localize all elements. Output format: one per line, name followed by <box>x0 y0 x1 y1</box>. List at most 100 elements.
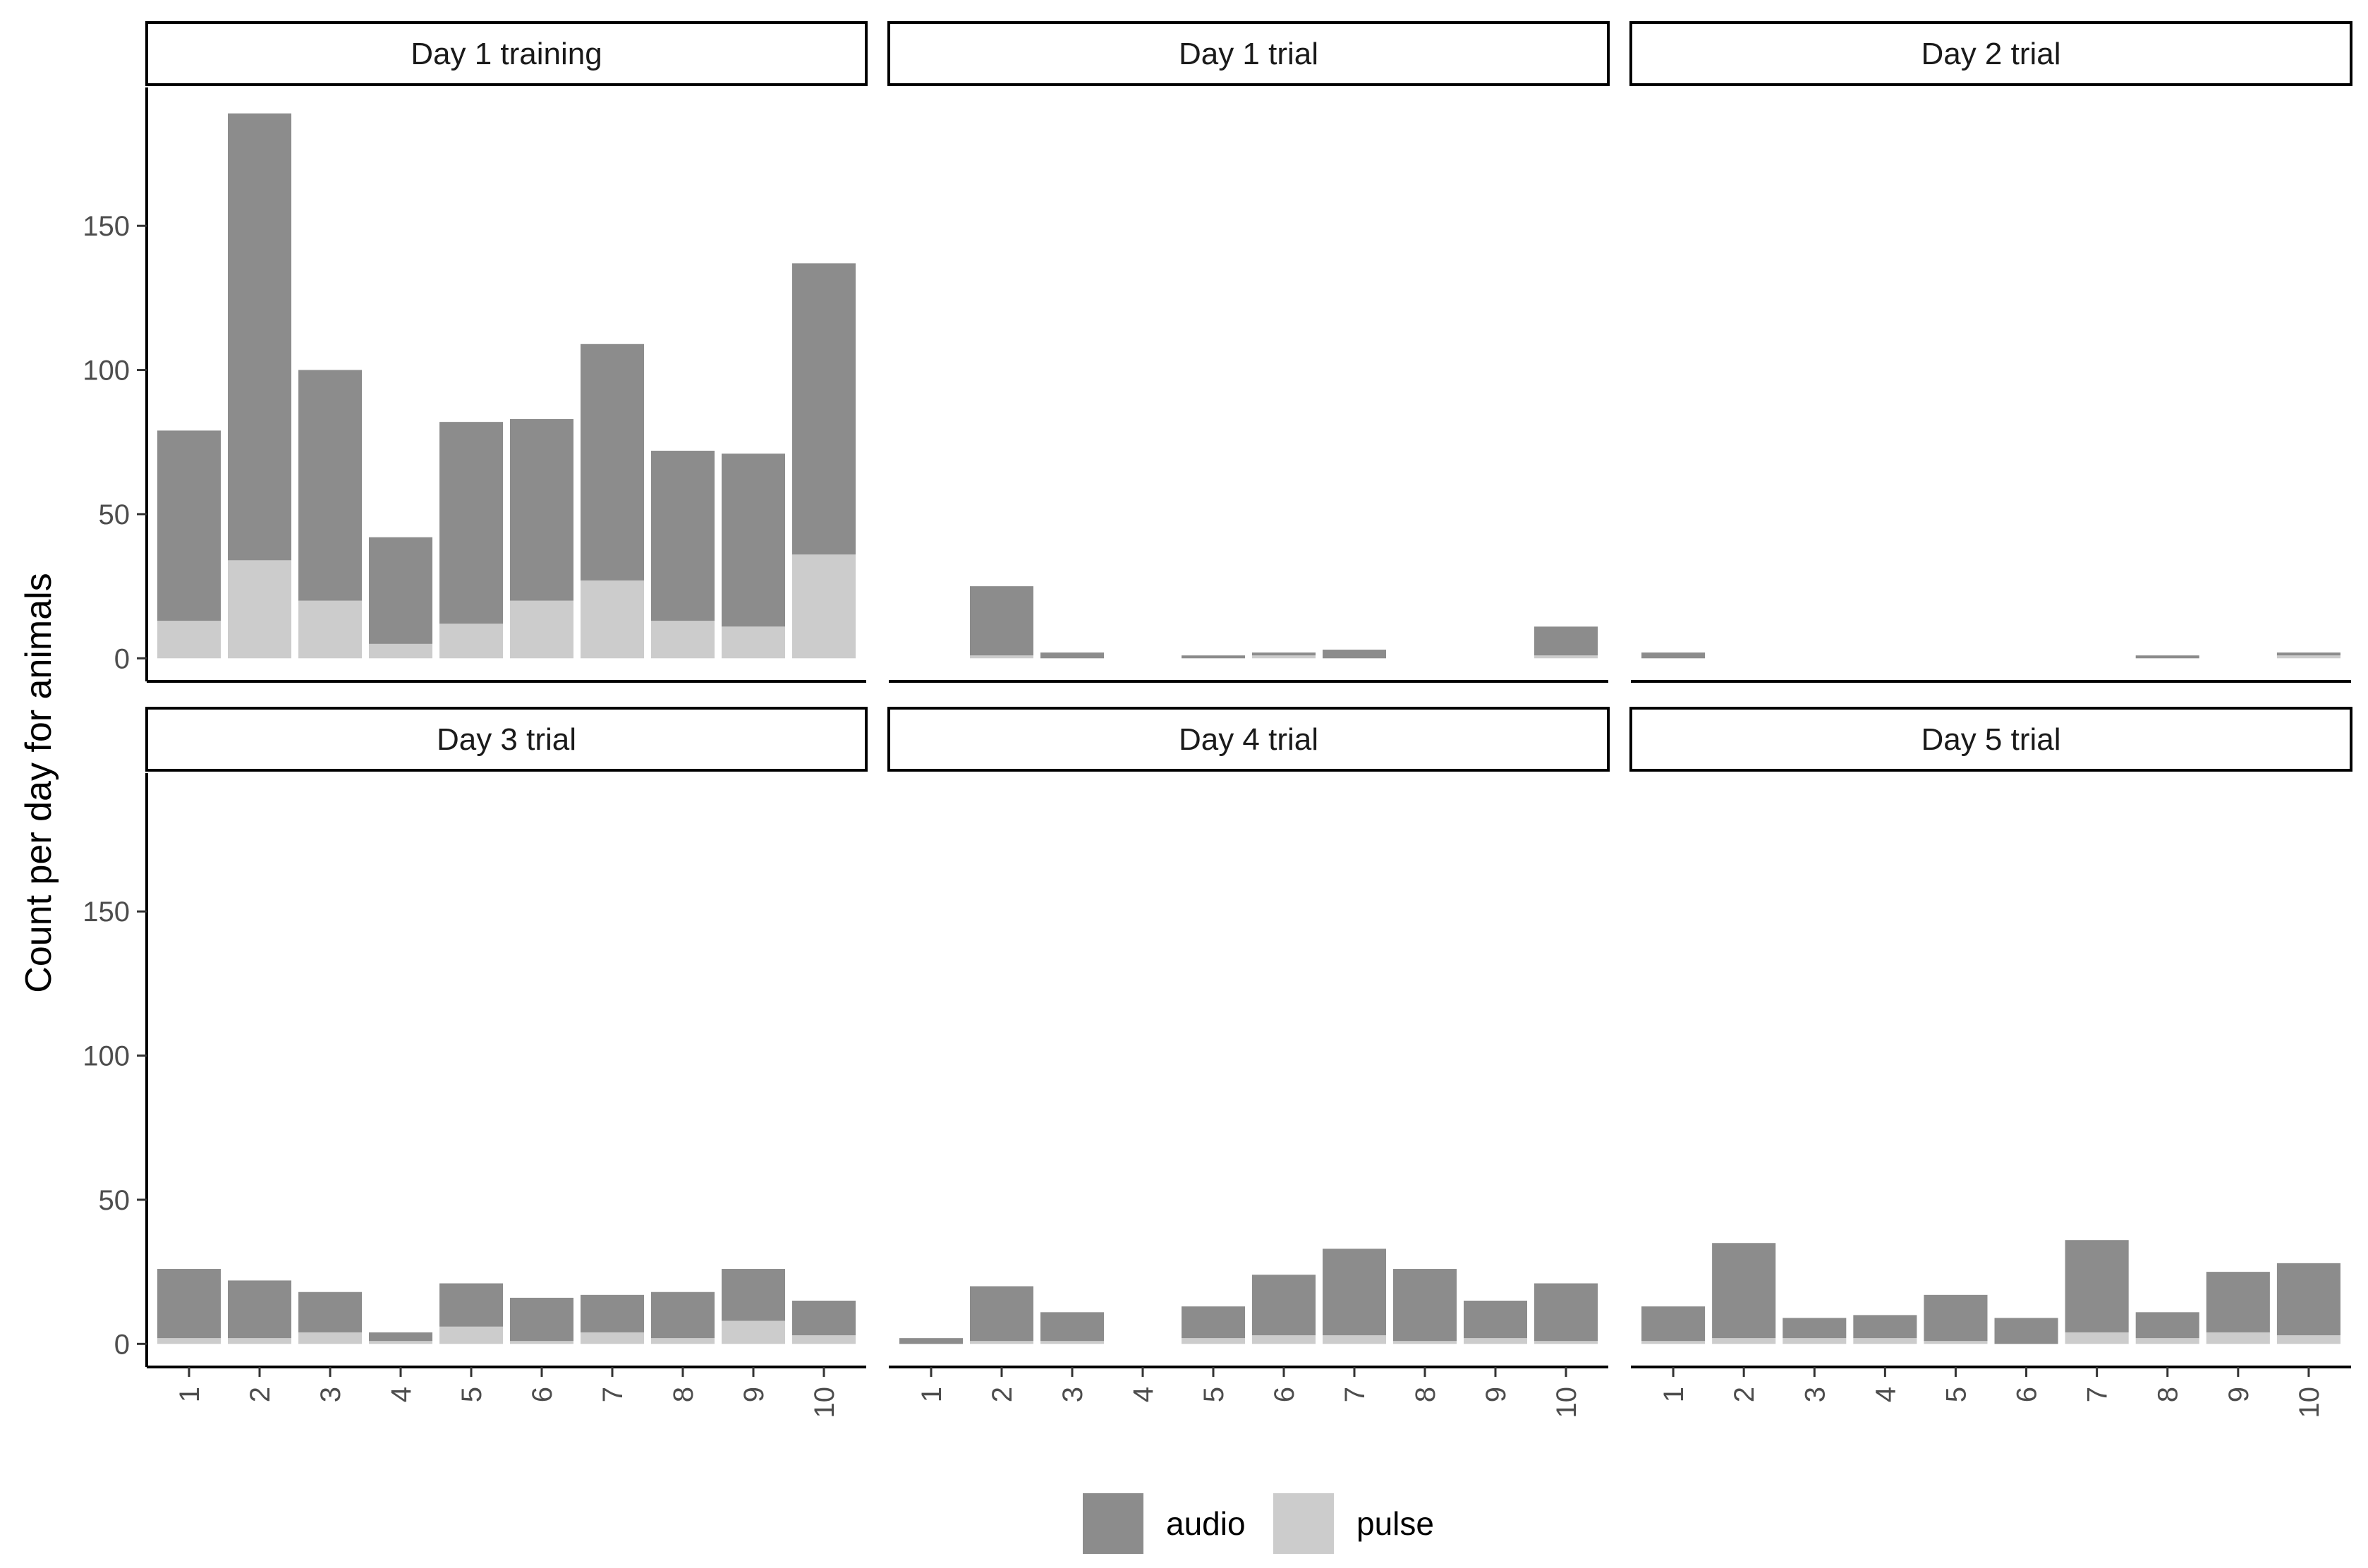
panel-1: Day 1 training 0 50 100 150 <box>83 21 868 683</box>
bar-pulse <box>2276 1335 2340 1344</box>
bar-audio <box>581 1294 644 1332</box>
panel-strip <box>1629 707 2352 772</box>
panel-strip <box>145 21 868 86</box>
bar-audio <box>1534 626 1598 656</box>
bar-pulse <box>510 1341 573 1344</box>
bar-pulse <box>581 580 644 659</box>
x-tick-label: 9 <box>1481 1387 1512 1402</box>
panel-title: Day 1 trial <box>1179 37 1318 71</box>
bar-audio <box>722 454 785 627</box>
x-tick-label: 1 <box>1658 1387 1689 1402</box>
bar-audio <box>651 1292 715 1339</box>
bar-audio <box>2276 1263 2340 1336</box>
y-tick-label: 50 <box>99 1185 130 1216</box>
x-tick-label: 6 <box>1269 1387 1300 1402</box>
x-tick-label: 1 <box>174 1387 205 1402</box>
x-tick-label: 7 <box>1340 1387 1371 1402</box>
bar-pulse <box>510 600 573 659</box>
bar-audio <box>510 419 573 601</box>
bar-pulse <box>2206 1332 2270 1344</box>
x-tick-label: 4 <box>386 1387 417 1402</box>
panel-title: Day 5 trial <box>1921 722 2060 757</box>
bar-audio <box>1534 1283 1598 1342</box>
x-tick-label: 7 <box>597 1387 629 1402</box>
y-tick-label: 0 <box>114 1329 130 1360</box>
x-tick-label: 10 <box>1551 1387 1582 1418</box>
bar-audio <box>792 1300 856 1336</box>
bar-audio <box>1182 1306 1245 1339</box>
panel-title: Day 1 training <box>411 37 602 71</box>
bar-audio <box>970 1286 1033 1342</box>
bar-audio <box>298 1292 362 1332</box>
y-axis-title: Count per day for animals <box>18 573 59 992</box>
bar-audio <box>792 263 856 555</box>
bar-pulse <box>1252 655 1316 659</box>
bar-audio <box>651 451 715 621</box>
bar-audio <box>228 113 291 561</box>
bar-audio <box>2206 1272 2270 1332</box>
bar-audio <box>1252 652 1316 656</box>
bar-pulse <box>1464 1338 1527 1344</box>
bar-pulse <box>1182 1338 1245 1344</box>
bar-pulse <box>722 1320 785 1344</box>
panel-title: Day 4 trial <box>1179 722 1318 757</box>
bar-pulse <box>369 643 432 659</box>
bar-audio <box>1641 652 1706 659</box>
x-tick-label: 6 <box>2012 1387 2043 1402</box>
panel-2: Day 1 trial <box>887 21 1610 683</box>
panel-strip <box>1629 21 2352 86</box>
bar-audio <box>2135 1312 2199 1339</box>
legend-key-audio <box>1083 1493 1143 1554</box>
x-tick-label: 9 <box>739 1387 770 1402</box>
bar-audio <box>1712 1243 1776 1339</box>
bar-audio <box>369 537 432 644</box>
bar-pulse <box>581 1332 644 1344</box>
bar-pulse <box>298 1332 362 1344</box>
legend-label-audio: audio <box>1166 1505 1246 1542</box>
bar-audio <box>1252 1275 1316 1336</box>
bar-pulse <box>157 1338 221 1344</box>
bar-audio <box>510 1297 573 1342</box>
bar-audio <box>298 370 362 601</box>
bar-pulse <box>970 655 1033 659</box>
panel-strip <box>887 21 1610 86</box>
bar-audio <box>439 1283 503 1327</box>
bar-audio <box>157 430 221 621</box>
bar-audio <box>899 1338 963 1344</box>
panel-strip <box>887 707 1610 772</box>
bar-audio <box>722 1269 785 1321</box>
bar-audio <box>1040 652 1104 659</box>
x-tick-label: 2 <box>1729 1387 1760 1402</box>
bar-pulse <box>651 1338 715 1344</box>
bar-audio <box>369 1332 432 1342</box>
bar-pulse <box>2135 1338 2199 1344</box>
bar-pulse <box>369 1341 432 1344</box>
x-tick-label: 6 <box>527 1387 558 1402</box>
x-tick-label: 8 <box>2153 1387 2184 1402</box>
bar-pulse <box>792 1335 856 1344</box>
panel-3: Day 2 trial <box>1629 21 2352 683</box>
x-tick-label: 3 <box>1799 1387 1830 1402</box>
y-tick-label: 150 <box>83 897 130 928</box>
y-tick-label: 100 <box>83 1041 130 1072</box>
x-tick-label: 10 <box>2294 1387 2325 1418</box>
panel-title: Day 2 trial <box>1921 37 2060 71</box>
y-tick-label: 50 <box>99 499 130 530</box>
x-tick-label: 8 <box>1410 1387 1441 1402</box>
bar-pulse <box>1534 655 1598 659</box>
bar-audio <box>1641 1306 1706 1342</box>
bar-audio <box>2065 1240 2129 1332</box>
bar-audio <box>228 1280 291 1339</box>
bar-pulse <box>228 560 291 659</box>
bar-audio <box>1783 1318 1847 1339</box>
panel-5: Day 4 trial 1 2 3 4 5 6 7 8 9 10 <box>887 707 1610 1418</box>
x-tick-label: 2 <box>245 1387 276 1402</box>
x-tick-label: 4 <box>1870 1387 1901 1402</box>
bar-audio <box>1182 655 1245 659</box>
x-tick-label: 7 <box>2082 1387 2113 1402</box>
bar-pulse <box>970 1341 1033 1344</box>
bar-pulse <box>1783 1338 1847 1344</box>
x-tick-label: 5 <box>456 1387 487 1402</box>
